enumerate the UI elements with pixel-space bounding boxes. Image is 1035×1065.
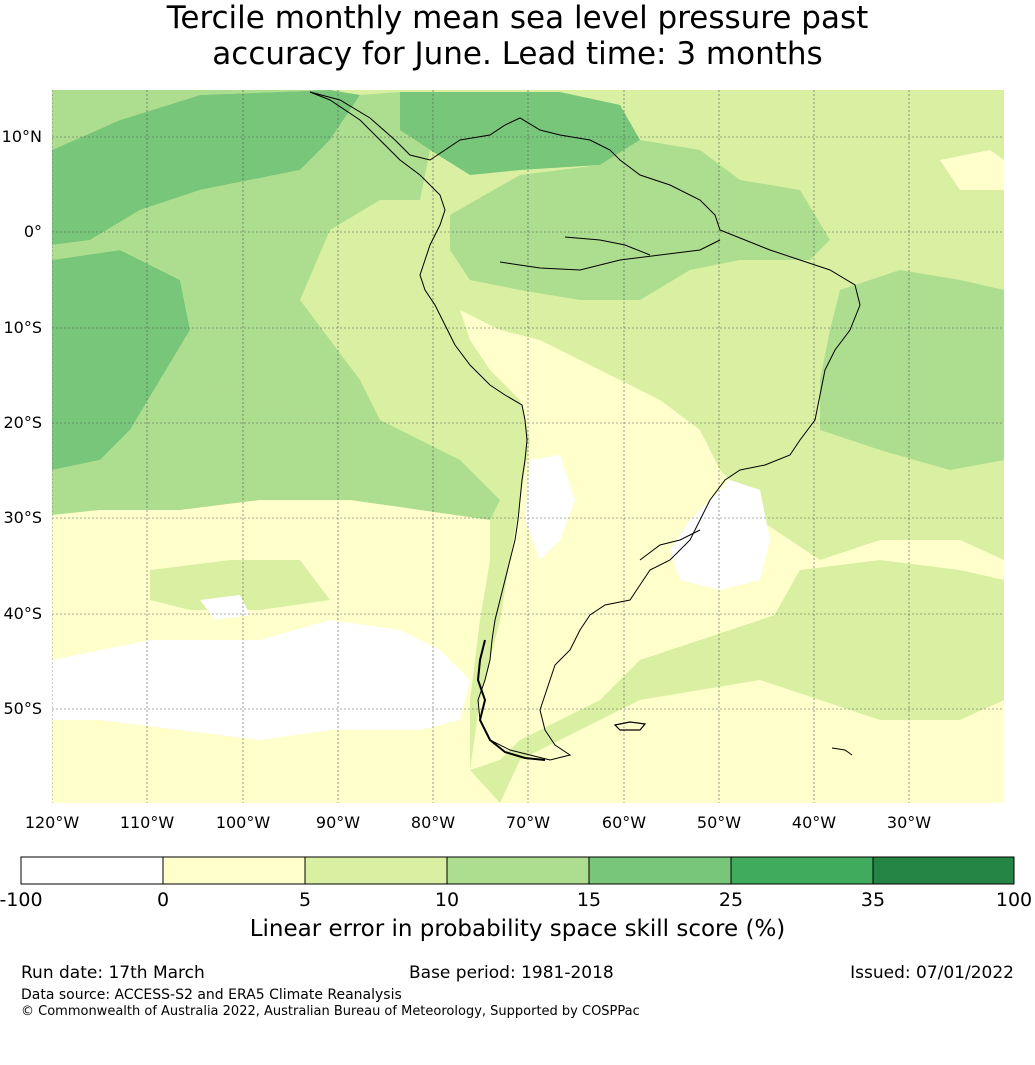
colorbar-tick-label: 35	[861, 889, 885, 911]
colorbar-bin-5	[589, 857, 731, 884]
lon-label-30w: 30°W	[887, 813, 931, 832]
lat-label-10n: 10°N	[2, 127, 42, 146]
falkland-islands	[613, 721, 647, 731]
rio-negro	[564, 236, 651, 256]
field-region-negative-pacific	[52, 620, 470, 740]
lat-label-0: 0°	[24, 222, 42, 241]
field-region-negative-central	[525, 455, 575, 560]
colorbar: -100 0 5 10 15 25 35 100	[0, 856, 1032, 911]
colorbar-tick-label: 10	[435, 889, 459, 911]
lon-label-70w: 70°W	[506, 813, 550, 832]
map-gridlines	[52, 90, 1004, 803]
page-title: Tercile monthly mean sea level pressure …	[0, 0, 1035, 72]
field-region-10-15-pacific	[52, 92, 430, 420]
title-line-2: accuracy for June. Lead time: 3 months	[212, 36, 823, 72]
colorbar-frame	[20, 856, 1015, 885]
chilean-fjords	[476, 639, 546, 761]
colorbar-bin-6	[731, 857, 873, 884]
field-region-negative-brazil	[670, 480, 770, 590]
lat-label-40s: 40°S	[3, 604, 42, 623]
lat-label-30s: 30°S	[3, 508, 42, 527]
lon-label-60w: 60°W	[602, 813, 646, 832]
lat-label-10s: 10°S	[3, 318, 42, 337]
colorbar-bin-7	[873, 857, 1014, 884]
lon-label-100w: 100°W	[216, 813, 271, 832]
field-region-10-15-north	[52, 90, 330, 150]
field-region-15-25-pacific-west	[52, 250, 190, 470]
map-field	[52, 90, 1004, 803]
lon-label-50w: 50°W	[697, 813, 741, 832]
field-region-10-15-amazon	[450, 140, 830, 300]
colorbar-tick-label: 15	[577, 889, 601, 911]
issued-date: Issued: 07/01/2022	[850, 963, 1014, 983]
south-georgia	[831, 747, 853, 756]
colorbar-tick-label: -100	[0, 889, 43, 911]
field-region-0-5-andes	[460, 310, 820, 770]
title-line-1: Tercile monthly mean sea level pressure …	[166, 0, 869, 36]
colorbar-tick-label: 5	[299, 889, 311, 911]
base-period: Base period: 1981-2018	[409, 963, 614, 983]
field-region-5-10-south-pacific	[150, 560, 330, 610]
field-region-15-25-pacific-north	[52, 90, 360, 245]
copyright: © Commonwealth of Australia 2022, Austra…	[21, 1004, 640, 1019]
field-region-0-5-ne	[940, 150, 1004, 190]
run-date: Run date: 17th March	[21, 963, 205, 983]
skill-score-map: 10°N 0° 10°S 20°S 30°S 40°S 50°S 120°W 1…	[2, 90, 1004, 832]
data-source: Data source: ACCESS-S2 and ERA5 Climate …	[21, 987, 402, 1003]
lon-label-40w: 40°W	[792, 813, 836, 832]
colorbar-tick-label: 25	[719, 889, 743, 911]
lon-label-80w: 80°W	[411, 813, 455, 832]
rio-de-la-plata	[639, 529, 701, 561]
field-region-15-25-caribbean	[400, 92, 640, 175]
colorbar-ticks	[162, 857, 874, 884]
lat-label-20s: 20°S	[3, 413, 42, 432]
lon-label-110w: 110°W	[120, 813, 175, 832]
colorbar-bin-2	[163, 857, 305, 884]
colorbar-tick-label: 100	[996, 889, 1032, 911]
coastline-south-america	[309, 91, 861, 761]
colorbar-bin-1	[21, 857, 163, 884]
lat-label-50s: 50°S	[3, 699, 42, 718]
lon-label-90w: 90°W	[316, 813, 360, 832]
colorbar-label: Linear error in probability space skill …	[249, 916, 786, 942]
field-region-10-15-atlantic	[820, 270, 1004, 470]
colorbar-bin-4	[447, 857, 589, 884]
field-region-5-10-south-atlantic	[760, 560, 1004, 720]
colorbar-bin-3	[305, 857, 447, 884]
lon-label-120w: 120°W	[25, 813, 80, 832]
amazon-river	[499, 239, 721, 271]
field-region-10-15-south-pacific	[52, 380, 500, 520]
colorbar-tick-label: 0	[157, 889, 169, 911]
